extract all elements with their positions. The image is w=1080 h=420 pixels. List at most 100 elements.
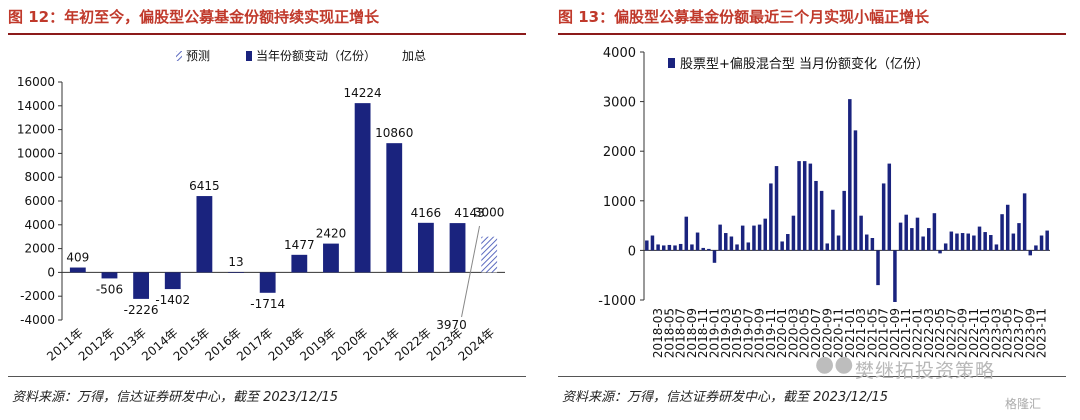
bar — [196, 196, 213, 273]
x-tick-label: 2018-07 — [674, 308, 688, 358]
bar — [797, 161, 801, 251]
left-y-tick-label: 12000 — [17, 123, 55, 137]
x-tick-label: 2022-01 — [910, 308, 924, 358]
bar — [656, 244, 660, 251]
left-chart-title: 图 12：年初至今，偏股型公募基金份额持续实现正增长 — [8, 8, 380, 26]
bar — [898, 222, 903, 251]
bar — [848, 99, 852, 251]
bar — [932, 213, 937, 251]
x-tick-label: 2023-11 — [1035, 308, 1049, 358]
data-label: -1402 — [155, 293, 190, 307]
x-tick-label: 2022-09 — [956, 308, 970, 358]
bar — [259, 272, 276, 293]
legend-swatch-forecast — [176, 51, 182, 61]
bar — [870, 238, 875, 251]
x-tick-label: 2023-07 — [1012, 308, 1026, 358]
bar — [859, 215, 863, 251]
bar — [814, 180, 818, 251]
bar — [752, 225, 756, 251]
bar — [994, 244, 999, 251]
left-footer-divider — [8, 376, 526, 377]
right-y-tick-label: 3000 — [603, 96, 636, 111]
left-y-tick-label: 10000 — [17, 146, 55, 160]
bar — [876, 250, 880, 286]
bar — [667, 244, 672, 251]
left-y-tick-label: 16000 — [17, 75, 55, 89]
data-label: 1477 — [284, 238, 315, 252]
left-y-tick-label: -4000 — [20, 313, 55, 327]
x-tick-label: 2019-03 — [719, 308, 733, 358]
left-y-tick-label: 0 — [47, 265, 55, 279]
right-y-tick-label: 1000 — [603, 195, 636, 210]
left-y-tick-label: 4000 — [24, 218, 55, 232]
x-tick-label: 2020-07 — [809, 308, 823, 358]
bar — [1045, 230, 1049, 251]
right-source-note: 资料来源：万得，信达证券研发中心，截至 2023/12/15 — [562, 390, 889, 405]
legend-swatch-change — [246, 51, 252, 61]
bar — [701, 247, 705, 251]
x-tick-label: 2020-09 — [820, 308, 834, 358]
bar — [712, 250, 717, 263]
left-title-divider — [8, 33, 526, 35]
right-y-tick-label: 0 — [628, 244, 636, 259]
bar — [887, 163, 892, 251]
bar — [972, 235, 976, 251]
x-tick-label: 2023-05 — [1001, 308, 1015, 358]
x-tick-label: 2021-11 — [899, 308, 913, 358]
bar — [291, 254, 308, 273]
legend-label-total: 加总 — [402, 49, 426, 63]
bar — [354, 103, 371, 273]
legend-swatch — [668, 58, 675, 68]
bar — [864, 234, 869, 251]
right-footer-divider — [558, 376, 1066, 377]
x-tick-label: 2018-03 — [651, 308, 665, 358]
bar — [386, 143, 403, 273]
bar — [1028, 250, 1033, 256]
bar — [417, 222, 434, 273]
x-tick-label: 2019-07 — [741, 308, 755, 358]
bar — [1039, 235, 1044, 251]
brand-logo-text: 格隆汇 — [1005, 397, 1042, 411]
right-y-tick-label: -1000 — [598, 294, 636, 309]
bar — [724, 233, 728, 251]
bar — [1011, 233, 1016, 251]
bar — [842, 190, 846, 251]
bar — [101, 272, 118, 279]
bar — [757, 224, 762, 251]
x-tick-label: 2022-03 — [922, 308, 936, 358]
bar — [735, 244, 739, 251]
bar — [673, 245, 677, 251]
data-label: 3000 — [474, 206, 505, 220]
bar — [927, 228, 931, 251]
bar — [69, 267, 86, 273]
x-tick-label: 2022-05 — [933, 308, 947, 358]
x-tick-label: 2021-07 — [877, 308, 891, 358]
x-tick-label: 2020-01 — [775, 308, 789, 358]
bar — [955, 233, 959, 251]
right-chart-title: 图 13：偏股型公募基金份额最近三个月实现小幅正增长 — [558, 8, 930, 26]
bar — [825, 243, 830, 251]
bar — [910, 228, 914, 251]
x-tick-label: 2019-01 — [707, 308, 721, 358]
x-tick-label: 2023-09 — [1023, 308, 1037, 358]
bar — [678, 243, 683, 251]
right-bar-chart: -1000010002000300040002018-032018-052018… — [598, 46, 1050, 358]
bar — [938, 250, 942, 254]
bar — [921, 236, 925, 251]
bar — [684, 216, 689, 251]
left-source-note: 资料来源：万得，信达证券研发中心，截至 2023/12/15 — [12, 390, 339, 405]
bar — [915, 217, 920, 251]
legend-label-change: 当年份额变动（亿份） — [256, 48, 376, 63]
bar — [774, 166, 779, 251]
bar — [323, 243, 339, 273]
left-y-tick-label: 6000 — [24, 194, 55, 208]
bar — [989, 235, 993, 251]
left-panel: 图 12：年初至今，偏股型公募基金份额持续实现正增长 -4000 -2000 0 20… — [8, 8, 526, 405]
bar — [949, 231, 954, 251]
bar — [133, 272, 150, 299]
bar — [661, 245, 666, 251]
bar — [802, 161, 807, 251]
data-label: 4166 — [411, 206, 442, 220]
x-tick-label: 2018-11 — [696, 308, 710, 358]
x-tick-label: 2019-05 — [730, 308, 744, 358]
